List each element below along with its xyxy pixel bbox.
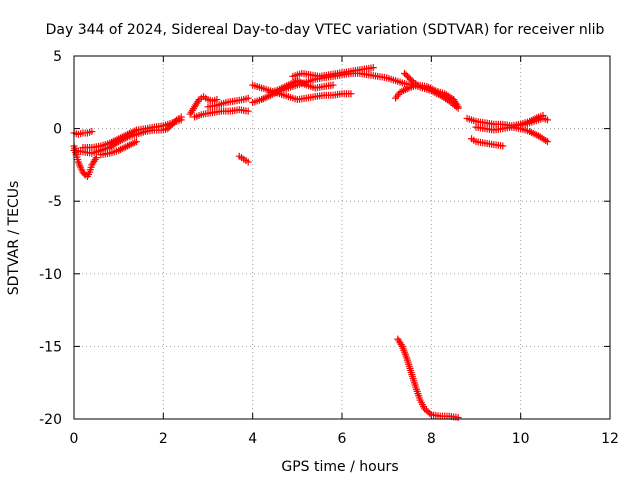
data-point (543, 116, 551, 124)
x-tick-label: 12 (601, 431, 619, 447)
data-series-track-13 (289, 64, 377, 80)
y-tick-label: -5 (48, 194, 62, 210)
data-series-track-17 (472, 123, 551, 146)
data-series-track-18 (468, 135, 507, 150)
data-point (244, 107, 252, 115)
y-axis-label: SDTVAR / TECUs (6, 181, 22, 296)
data-series-track-12 (267, 77, 337, 96)
x-tick-label: 2 (159, 431, 168, 447)
data-series-track-5 (97, 138, 141, 159)
y-tick-labels: -20 -15 -10 -5 0 5 (39, 49, 62, 428)
data-series-track-9 (235, 152, 252, 166)
data-series-track-7 (191, 106, 252, 121)
plot-frame (73, 55, 611, 420)
x-tick-label: 8 (427, 431, 436, 447)
data-series-track-20 (394, 335, 462, 422)
data-point (244, 158, 252, 166)
data-point (408, 77, 416, 85)
x-tick-label: 10 (512, 431, 530, 447)
data-series-track-15 (401, 69, 422, 89)
chart-title: Day 344 of 2024, Sidereal Day-to-day VTE… (46, 22, 605, 38)
data-point (543, 138, 551, 146)
x-tick-labels: 0 2 4 6 8 10 12 (70, 431, 619, 447)
data-point (414, 81, 422, 89)
data-point (454, 103, 462, 111)
data-points (70, 64, 551, 422)
data-point (499, 142, 507, 150)
x-tick-label: 4 (248, 431, 257, 447)
x-tick-label: 6 (338, 431, 347, 447)
grid-lines (74, 56, 610, 419)
data-point (329, 81, 337, 89)
data-point (454, 414, 462, 422)
data-series-track-19 (512, 114, 551, 130)
data-series-track-6 (186, 93, 221, 118)
y-tick-label: 5 (53, 49, 62, 65)
data-point (177, 116, 185, 124)
data-point (133, 138, 141, 146)
y-tick-label: -20 (39, 412, 62, 428)
data-point (244, 94, 252, 102)
data-point (369, 64, 377, 72)
y-tick-label: 0 (53, 122, 62, 138)
data-series-track-4 (79, 116, 185, 151)
data-point (347, 90, 355, 98)
data-series-track-8 (204, 94, 252, 111)
y-tick-label: -10 (39, 267, 62, 283)
x-tick-label: 0 (70, 431, 79, 447)
data-point (88, 128, 96, 136)
x-axis-label: GPS time / hours (281, 459, 398, 475)
y-tick-label: -15 (39, 339, 62, 355)
data-point (426, 409, 434, 417)
